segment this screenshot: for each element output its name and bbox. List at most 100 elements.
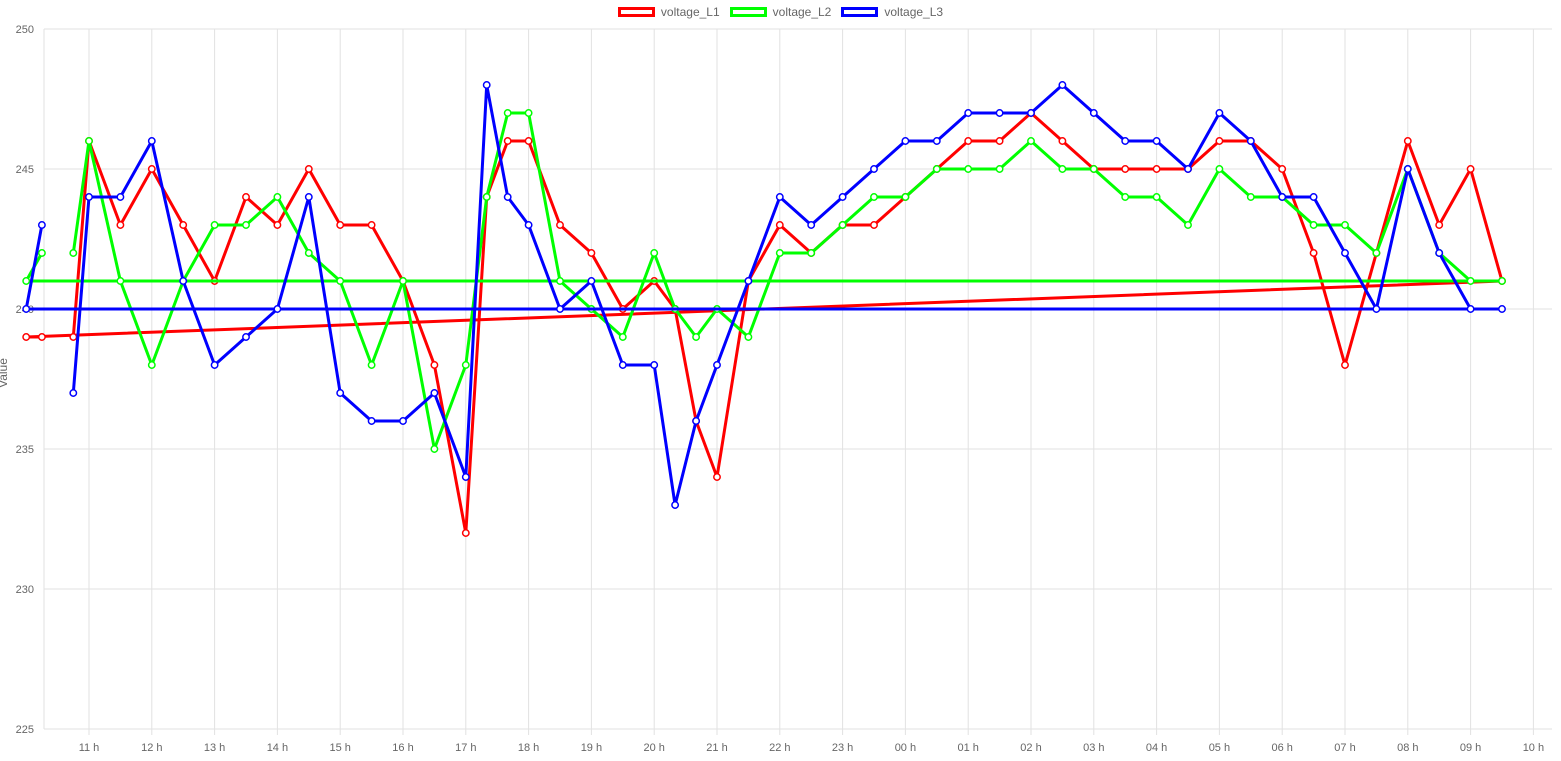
- data-point: [1152, 193, 1161, 201]
- x-tick-label: 00 h: [895, 742, 916, 754]
- data-point: [336, 277, 345, 285]
- data-point: [901, 193, 910, 201]
- x-tick-labels: 11 h 12 h 13 h 14 h 15 h 16 h 17 h 18 h 19 h 20 h…: [79, 742, 1544, 754]
- data-point: [1341, 221, 1349, 229]
- data-point: [1498, 277, 1506, 285]
- data-point: [116, 193, 125, 201]
- x-tick-label: 22 h: [769, 742, 790, 754]
- data-point: [503, 193, 512, 201]
- x-tick-label: 13 h: [204, 742, 225, 754]
- data-point: [1341, 249, 1349, 257]
- data-point: [650, 249, 659, 257]
- data-point: [1435, 249, 1444, 257]
- y-tick-label: 230: [16, 584, 34, 596]
- data-point: [1309, 193, 1318, 201]
- data-point: [587, 249, 596, 257]
- legend-swatch-l2: [729, 7, 767, 17]
- y-tick-label: 250: [16, 24, 34, 36]
- series-line-voltage_L1: [24, 111, 1504, 535]
- x-tick-label: 20 h: [643, 742, 664, 754]
- legend-item-l2[interactable]: voltage_L2: [729, 5, 832, 19]
- data-point: [1341, 361, 1349, 369]
- data-point: [304, 165, 313, 173]
- data-point: [870, 165, 878, 173]
- data-point: [618, 333, 627, 341]
- data-point: [1309, 249, 1318, 257]
- data-point: [713, 473, 721, 481]
- data-point: [1278, 165, 1287, 173]
- legend-label-l3: voltage_L3: [884, 5, 944, 19]
- data-point: [1372, 249, 1381, 257]
- data-point: [618, 361, 627, 369]
- x-tick-label: 04 h: [1146, 742, 1167, 754]
- y-tick-labels: 225230235240245250: [16, 24, 34, 736]
- x-tick-label: 07 h: [1334, 742, 1355, 754]
- legend-swatch-l3: [841, 7, 879, 17]
- data-point: [1498, 305, 1506, 313]
- data-point: [775, 249, 784, 257]
- data-point: [1372, 305, 1381, 313]
- data-point: [367, 361, 376, 369]
- data-point: [1058, 137, 1067, 145]
- data-point: [964, 109, 973, 117]
- data-point: [1215, 165, 1224, 173]
- x-tick-label: 11 h: [79, 742, 100, 754]
- data-point: [367, 417, 376, 425]
- data-point: [1246, 137, 1255, 145]
- data-point: [1089, 109, 1098, 117]
- data-point: [430, 389, 439, 397]
- data-point: [336, 389, 345, 397]
- data-point: [69, 249, 78, 257]
- data-point: [1184, 221, 1192, 229]
- legend-label-l2: voltage_L2: [772, 5, 832, 19]
- data-point: [116, 277, 125, 285]
- x-tick-label: 23 h: [832, 742, 853, 754]
- series-voltage_L1: [22, 109, 1506, 537]
- data-point: [556, 277, 564, 285]
- data-point: [273, 193, 282, 201]
- data-point: [1184, 165, 1192, 173]
- data-point: [503, 137, 512, 145]
- data-point: [242, 193, 250, 201]
- legend: voltage_L1 voltage_L2 voltage_L3: [0, 5, 1561, 19]
- x-tick-label: 18 h: [518, 742, 539, 754]
- data-point: [304, 193, 313, 201]
- data-point: [1215, 109, 1224, 117]
- data-point: [556, 221, 564, 229]
- x-tick-label: 17 h: [455, 742, 476, 754]
- data-point: [744, 277, 753, 285]
- legend-item-l3[interactable]: voltage_L3: [841, 5, 943, 19]
- data-point: [1058, 81, 1067, 89]
- data-point: [1278, 193, 1287, 201]
- data-point: [1215, 137, 1224, 145]
- data-point: [713, 361, 721, 369]
- data-point: [242, 221, 250, 229]
- x-tick-label: 02 h: [1020, 742, 1041, 754]
- data-point: [22, 333, 31, 341]
- data-point: [399, 277, 407, 285]
- data-point: [304, 249, 313, 257]
- data-point: [242, 333, 250, 341]
- data-point: [870, 193, 878, 201]
- data-point: [85, 137, 93, 145]
- x-tick-label: 06 h: [1271, 742, 1292, 754]
- data-point: [503, 109, 512, 117]
- series-line-voltage_L2: [24, 111, 1504, 451]
- data-point: [524, 221, 533, 229]
- data-point: [1466, 305, 1475, 313]
- data-point: [399, 417, 407, 425]
- x-tick-label: 15 h: [329, 742, 350, 754]
- data-point: [85, 193, 93, 201]
- data-point: [524, 137, 533, 145]
- legend-item-l1[interactable]: voltage_L1: [617, 5, 720, 19]
- data-point: [69, 389, 78, 397]
- data-point: [482, 193, 491, 201]
- data-point: [430, 445, 439, 453]
- data-point: [807, 249, 816, 257]
- data-point: [430, 361, 439, 369]
- data-point: [932, 165, 941, 173]
- x-tick-label: 10 h: [1523, 742, 1544, 754]
- data-point: [37, 249, 46, 257]
- data-point: [147, 361, 156, 369]
- data-point: [210, 361, 219, 369]
